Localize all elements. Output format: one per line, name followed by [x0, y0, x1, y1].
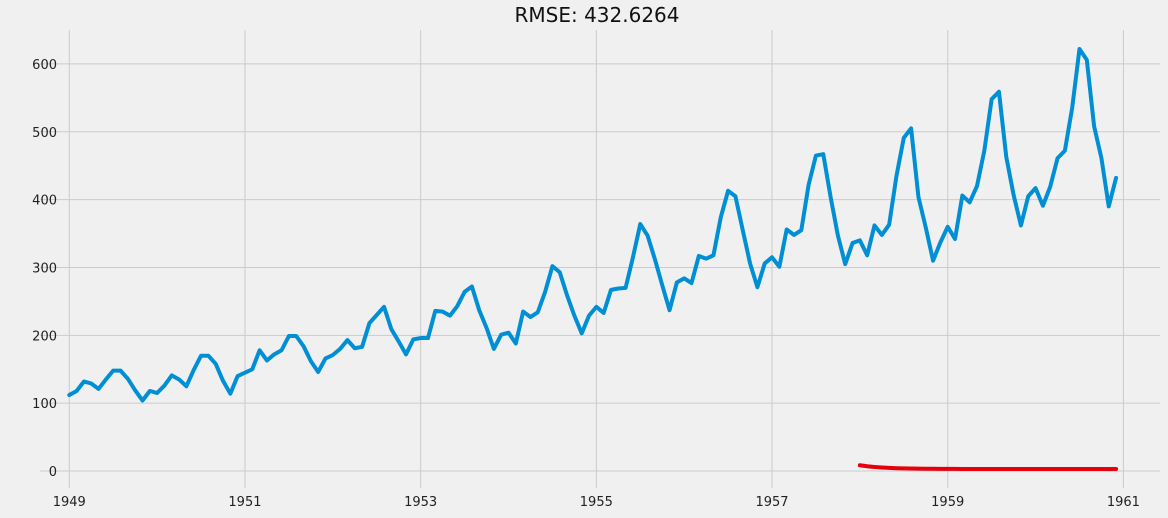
x-tick-label: 1955: [580, 495, 613, 510]
x-tick-label: 1953: [404, 495, 437, 510]
x-tick-label: 1961: [1107, 495, 1140, 510]
y-tick-label: 500: [32, 126, 57, 141]
y-axis-ticks: 0 100 200 300 400 500 600: [32, 58, 57, 480]
y-tick-label: 100: [32, 397, 57, 412]
y-tick-label: 200: [32, 329, 57, 344]
y-tick-label: 600: [32, 58, 57, 73]
x-tick-label: 1949: [53, 495, 86, 510]
x-tick-label: 1957: [755, 495, 788, 510]
x-axis-ticks: 1949 1951 1953 1955 1957 1959 1961: [53, 495, 1140, 510]
x-tick-label: 1951: [228, 495, 261, 510]
chart-title: RMSE: 432.6264: [514, 3, 679, 27]
y-tick-label: 0: [49, 465, 57, 480]
y-tick-label: 300: [32, 261, 57, 276]
y-tick-label: 400: [32, 194, 57, 209]
series-line-0: [69, 49, 1116, 400]
x-tick-label: 1959: [931, 495, 964, 510]
series-lines: [69, 49, 1116, 469]
series-line-1: [860, 465, 1116, 469]
